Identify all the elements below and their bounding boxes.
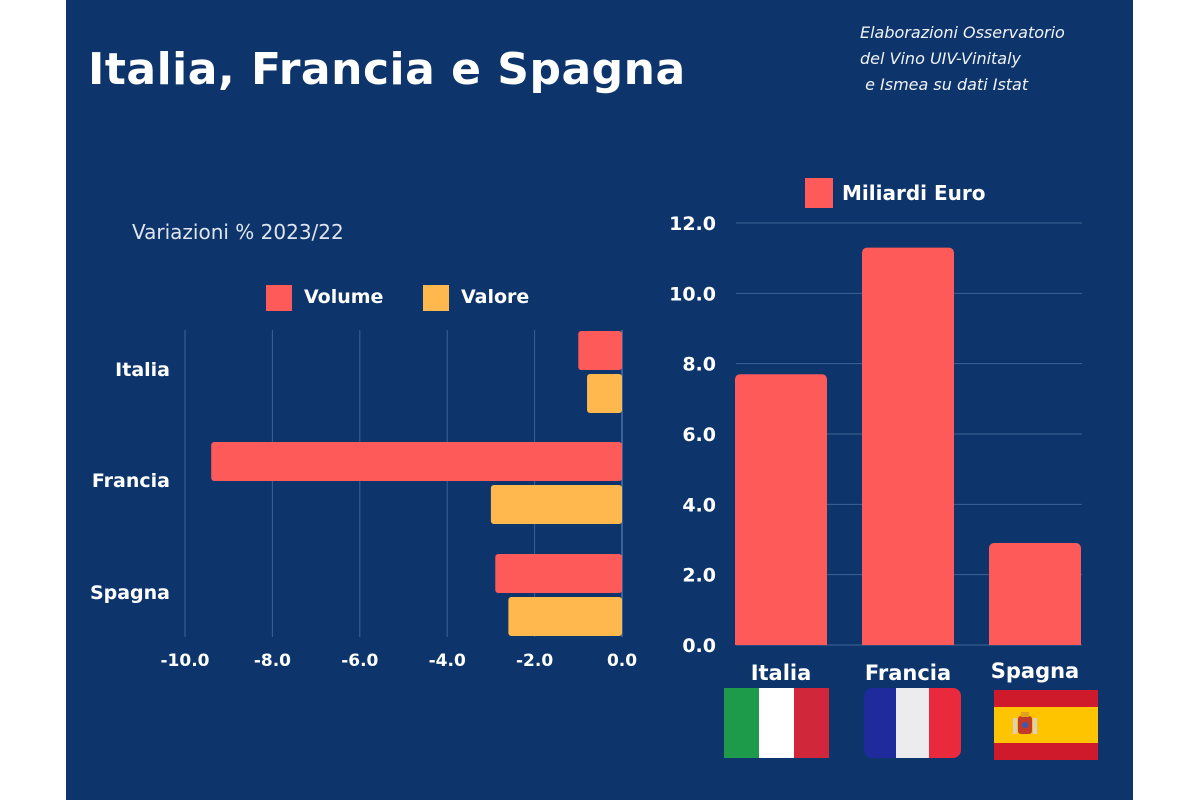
bar-valore-italia <box>587 374 622 413</box>
bar-volume-italia <box>578 331 622 370</box>
x-tick-label: -2.0 <box>516 651 553 671</box>
bar-miliardi-francia <box>862 247 954 645</box>
y-tick-label: 8.0 <box>682 354 716 376</box>
legend-label-volume: Volume <box>304 286 384 308</box>
x-category-label: Italia <box>751 661 812 685</box>
x-tick-label: 0.0 <box>607 651 637 671</box>
source-line: del Vino UIV-Vinitaly <box>860 49 1022 68</box>
y-tick-label: 6.0 <box>682 424 716 446</box>
y-tick-label: 12.0 <box>669 213 716 235</box>
x-category-label: Spagna <box>991 659 1079 683</box>
page-title: Italia, Francia e Spagna <box>88 44 686 95</box>
source-note: Elaborazioni Osservatorio del Vino UIV-V… <box>860 20 1130 98</box>
x-tick-label: -8.0 <box>254 651 291 671</box>
y-tick-label: 4.0 <box>682 494 716 516</box>
source-line: e Ismea su dati Istat <box>860 75 1029 94</box>
italy-flag-icon <box>724 688 829 758</box>
bar-volume-francia <box>211 442 622 481</box>
y-tick-label: 0.0 <box>682 635 716 657</box>
bar-base <box>735 637 827 645</box>
spain-coat-of-arms-icon <box>1013 712 1037 734</box>
legend-label-miliardi: Miliardi Euro <box>842 181 986 205</box>
legend-swatch-volume <box>266 285 292 311</box>
legend-label-valore: Valore <box>461 286 530 308</box>
left-chart-title: Variazioni % 2023/22 <box>132 220 344 244</box>
legend-swatch-miliardi <box>805 178 833 208</box>
spain-flag-icon <box>994 690 1098 760</box>
x-category-label: Francia <box>865 661 951 685</box>
y-category-label: Spagna <box>90 582 170 604</box>
y-tick-label: 2.0 <box>682 565 716 587</box>
y-tick-label: 10.0 <box>669 283 716 305</box>
bar-base <box>989 637 1081 645</box>
bar-miliardi-italia <box>735 374 827 645</box>
source-line: Elaborazioni Osservatorio <box>860 23 1065 42</box>
x-tick-label: -4.0 <box>429 651 466 671</box>
bar-valore-francia <box>490 485 622 524</box>
bar-base <box>862 637 954 645</box>
y-category-label: Francia <box>92 470 170 492</box>
x-tick-label: -10.0 <box>161 651 210 671</box>
france-flag-icon <box>864 688 961 758</box>
y-category-label: Italia <box>115 359 170 381</box>
x-tick-label: -6.0 <box>341 651 378 671</box>
bar-volume-spagna <box>495 554 622 593</box>
legend-swatch-valore <box>423 285 449 311</box>
bar-miliardi-spagna <box>989 543 1081 645</box>
bar-valore-spagna <box>508 597 622 636</box>
